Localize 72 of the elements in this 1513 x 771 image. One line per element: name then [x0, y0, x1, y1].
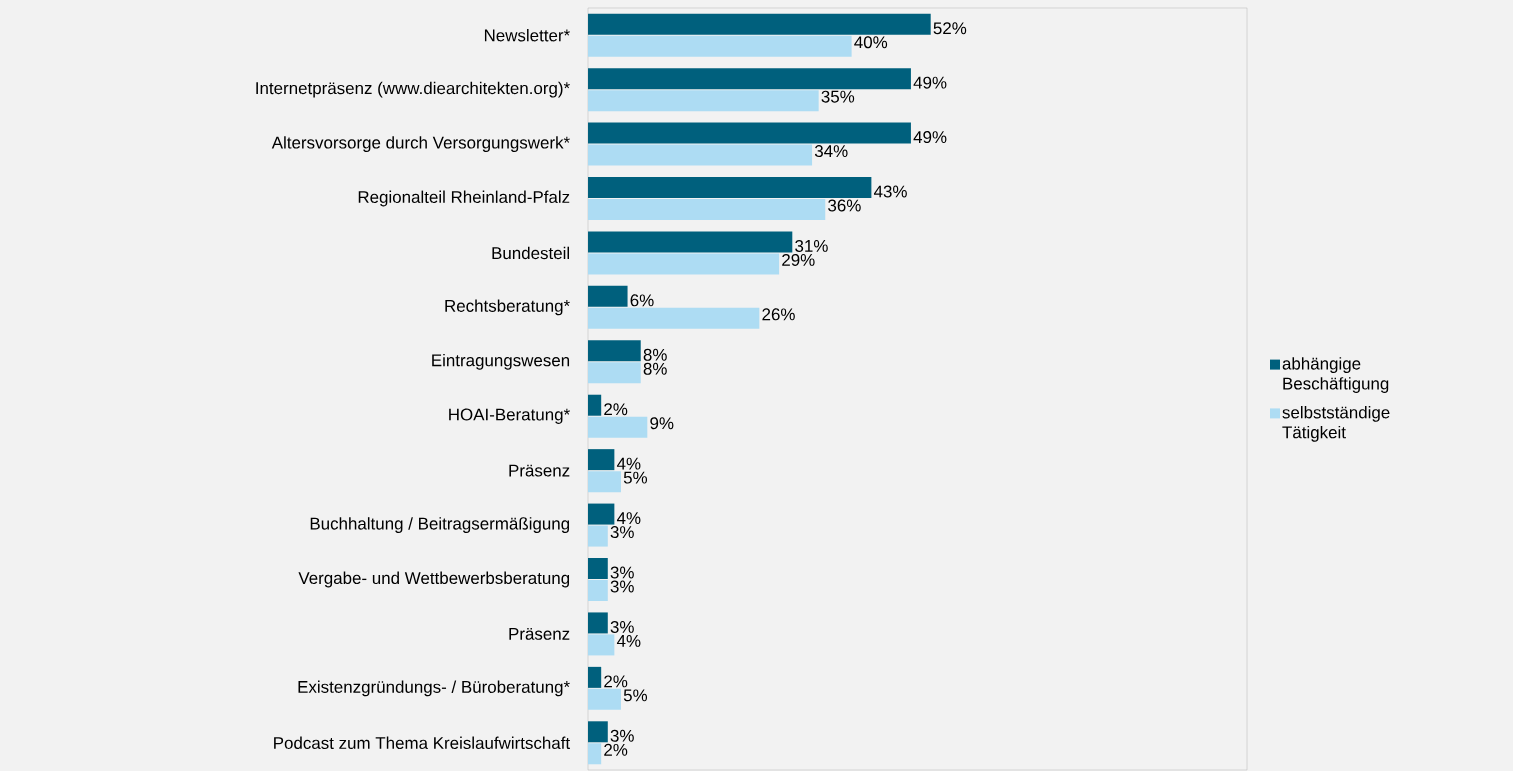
bar — [588, 144, 813, 166]
bar — [588, 13, 931, 35]
bar — [588, 285, 628, 307]
bar — [588, 362, 641, 384]
bar — [588, 743, 602, 765]
bar — [588, 35, 852, 57]
bar — [588, 721, 608, 743]
data-label: 3% — [610, 526, 634, 539]
bar — [588, 68, 911, 90]
bar — [588, 634, 615, 656]
data-label: 6% — [630, 294, 654, 307]
data-label: 52% — [933, 22, 967, 35]
y-tick-label: Buchhaltung / Beitragsermäßigung — [310, 517, 570, 533]
data-label: 49% — [913, 76, 947, 89]
data-label: 8% — [643, 362, 667, 375]
y-tick-label: Vergabe- und Wettbewerbsberatung — [298, 571, 570, 588]
data-label: 2% — [604, 743, 628, 756]
data-label: 2% — [604, 403, 628, 416]
bar — [588, 503, 615, 525]
bar — [588, 394, 602, 416]
data-label: 3% — [610, 580, 634, 593]
data-label: 4% — [616, 512, 641, 524]
bar — [588, 449, 615, 471]
y-tick-label: HOAI-Beratung* — [449, 408, 570, 424]
data-label: 4% — [616, 635, 641, 647]
data-label: 4% — [616, 457, 641, 470]
y-tick-label: Eintragungswesen — [432, 353, 570, 370]
y-tick-label: Newsletter* — [484, 28, 570, 42]
bar — [588, 253, 780, 275]
data-label: 3% — [610, 566, 634, 579]
data-label: 49% — [913, 131, 947, 144]
bar — [588, 231, 793, 253]
y-tick-label: Podcast zum Thema Kreislaufwirtschaft — [274, 736, 570, 750]
data-label: 5% — [623, 689, 648, 702]
y-tick-label: Präsenz — [509, 464, 570, 477]
data-label: 40% — [854, 36, 888, 49]
data-label: 29% — [782, 253, 815, 266]
bar — [588, 580, 608, 601]
data-label: 31% — [795, 239, 828, 252]
bar — [588, 612, 608, 634]
bar — [588, 198, 826, 220]
y-tick-label: Präsenz — [509, 628, 570, 640]
data-label: 34% — [814, 145, 848, 158]
bar — [588, 307, 760, 329]
y-tick-label: Internetpräsenz (www.diearchitekten.org)* — [256, 81, 570, 98]
data-label: 5% — [623, 471, 648, 484]
legend-label: abhängige Beschäftigung — [1282, 357, 1389, 393]
data-label: 8% — [643, 348, 667, 361]
bar — [588, 122, 911, 144]
data-label: 3% — [610, 620, 634, 633]
data-label: 43% — [873, 185, 907, 198]
data-label: 36% — [828, 199, 861, 212]
data-label: 26% — [762, 308, 795, 321]
data-label: 35% — [821, 90, 855, 103]
y-tick-label: Altersvorsorge durch Versorgungswerk* — [271, 136, 570, 152]
y-tick-label: Rechtsberatung* — [445, 299, 570, 316]
data-label: 9% — [650, 417, 674, 430]
bar — [588, 416, 648, 438]
bar — [588, 525, 608, 547]
y-tick-label: Regionalteil Rheinland-Pfalz — [358, 190, 570, 207]
y-tick-label: Existenzgründungs- / Büroberatung* — [298, 680, 570, 697]
bar — [588, 688, 621, 710]
bar — [588, 558, 608, 579]
bar — [588, 176, 872, 198]
data-label: 3% — [610, 729, 634, 742]
bar — [588, 340, 641, 362]
data-label: 2% — [604, 675, 628, 688]
legend-label: selbstständige Tätigkeit — [1282, 406, 1390, 442]
bar — [588, 666, 602, 688]
bar — [588, 471, 621, 493]
y-tick-label: Bundesteil — [492, 246, 570, 260]
bar — [588, 90, 819, 112]
